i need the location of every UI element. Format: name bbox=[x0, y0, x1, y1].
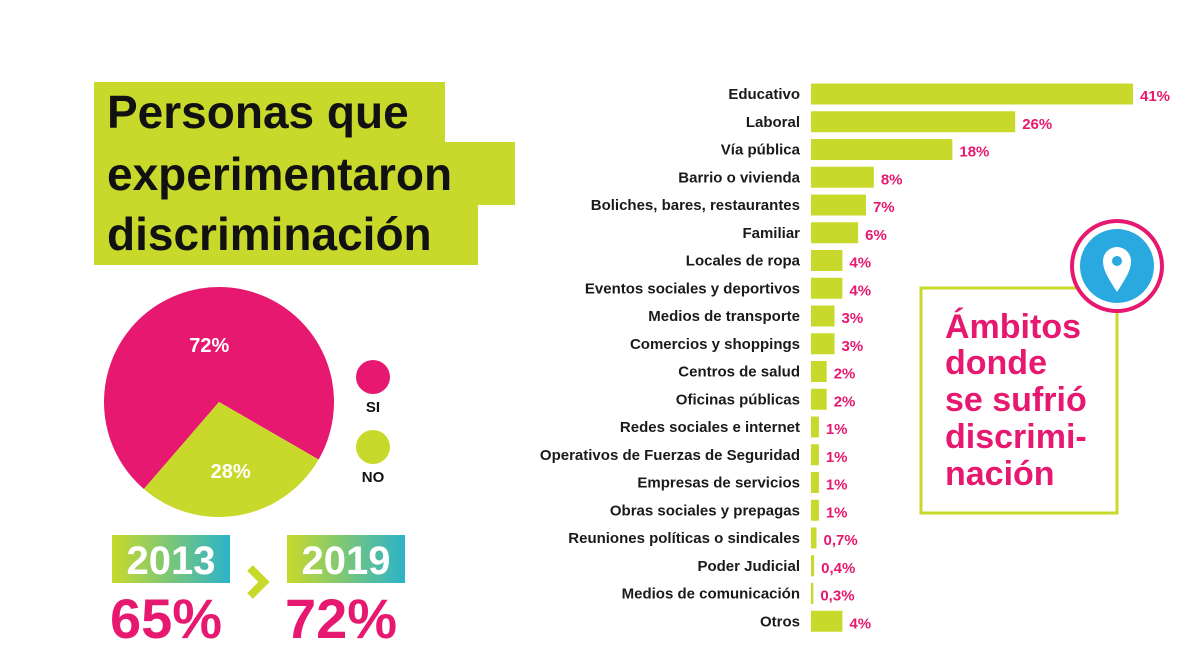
value-label: 1% bbox=[826, 449, 848, 466]
bar bbox=[811, 139, 953, 160]
category-label: Reuniones políticas o sindicales bbox=[568, 530, 800, 547]
value-label: 4% bbox=[849, 615, 871, 632]
category-label: Empresas de servicios bbox=[637, 475, 800, 492]
category-label: Centros de salud bbox=[678, 364, 800, 381]
category-label: Medios de transporte bbox=[648, 308, 800, 325]
bar bbox=[811, 499, 819, 521]
category-label: Oficinas públicas bbox=[676, 391, 800, 408]
value-label: 1% bbox=[826, 477, 848, 494]
slice-label: 72% bbox=[189, 335, 229, 357]
value-label: 41% bbox=[1140, 88, 1170, 105]
category-label: Eventos sociales y deportivos bbox=[585, 280, 800, 297]
category-label: Obras sociales y prepagas bbox=[610, 502, 800, 519]
slice-label: 28% bbox=[211, 461, 251, 483]
bar bbox=[811, 166, 874, 188]
bar bbox=[811, 472, 819, 493]
value-label: 3% bbox=[842, 338, 864, 355]
title-background bbox=[94, 82, 515, 265]
bar bbox=[811, 555, 815, 577]
year-label: 2019 bbox=[302, 539, 391, 583]
category-label: Comercios y shoppings bbox=[630, 336, 800, 353]
legend-swatch bbox=[356, 430, 390, 464]
bar bbox=[811, 305, 835, 327]
legend-label: NO bbox=[362, 469, 385, 486]
title-line: Personas que bbox=[107, 86, 409, 138]
callout-line: discrimi- bbox=[945, 418, 1087, 456]
value-label: 0,7% bbox=[823, 532, 857, 549]
category-label: Vía pública bbox=[721, 142, 801, 159]
value-label: 1% bbox=[826, 421, 848, 438]
value-label: 2% bbox=[834, 366, 856, 383]
category-label: Redes sociales e internet bbox=[620, 419, 800, 436]
category-label: Laboral bbox=[746, 114, 800, 131]
callout-line: se sufrió bbox=[945, 381, 1087, 419]
year-value: 72% bbox=[285, 587, 397, 650]
pie-slice bbox=[103, 286, 334, 490]
category-label: Educativo bbox=[728, 86, 800, 103]
legend-label: SI bbox=[366, 399, 380, 416]
bar bbox=[811, 222, 859, 244]
year-box bbox=[112, 535, 230, 583]
arrow bbox=[247, 565, 270, 599]
year-box bbox=[287, 535, 405, 583]
category-label: Barrio o vivienda bbox=[678, 169, 800, 186]
bar bbox=[811, 83, 1133, 105]
category-label: Medios de comunicación bbox=[622, 586, 800, 603]
title-line: discriminación bbox=[107, 208, 432, 260]
value-label: 3% bbox=[842, 310, 864, 327]
bar bbox=[811, 610, 843, 632]
category-label: Boliches, bares, restaurantes bbox=[591, 197, 800, 214]
callout-line: Ámbitos bbox=[945, 308, 1081, 346]
value-label: 4% bbox=[849, 282, 871, 299]
category-label: Poder Judicial bbox=[697, 558, 800, 575]
legend-swatch bbox=[356, 360, 390, 394]
category-label: Operativos de Fuerzas de Seguridad bbox=[540, 447, 800, 464]
value-label: 7% bbox=[873, 199, 895, 216]
bar bbox=[811, 416, 819, 438]
bar bbox=[811, 583, 814, 604]
bar bbox=[811, 444, 819, 466]
bar bbox=[811, 361, 827, 382]
bar bbox=[811, 111, 1016, 133]
bar bbox=[811, 277, 843, 299]
pie-slice bbox=[143, 402, 319, 517]
callout-line: donde bbox=[945, 344, 1047, 382]
year-label: 2013 bbox=[127, 539, 216, 583]
value-label: 0,3% bbox=[820, 588, 854, 605]
value-label: 0,4% bbox=[821, 560, 855, 577]
category-label: Otros bbox=[760, 613, 800, 630]
value-label: 2% bbox=[834, 393, 856, 410]
category-label: Locales de ropa bbox=[686, 253, 801, 270]
value-label: 26% bbox=[1022, 116, 1052, 133]
bar bbox=[811, 250, 843, 271]
bar bbox=[811, 388, 827, 410]
year-value: 65% bbox=[110, 587, 222, 650]
location-icon bbox=[1070, 219, 1164, 313]
value-label: 6% bbox=[865, 227, 887, 244]
value-label: 4% bbox=[849, 255, 871, 272]
value-label: 8% bbox=[881, 171, 903, 188]
bar bbox=[811, 527, 817, 549]
callout-box bbox=[919, 286, 1119, 515]
title-line: experimentaron bbox=[107, 148, 452, 200]
category-label: Familiar bbox=[742, 225, 800, 242]
value-label: 18% bbox=[959, 144, 989, 161]
bar bbox=[811, 333, 835, 355]
value-label: 1% bbox=[826, 504, 848, 521]
callout-line: nación bbox=[945, 455, 1055, 493]
bar bbox=[811, 194, 866, 216]
